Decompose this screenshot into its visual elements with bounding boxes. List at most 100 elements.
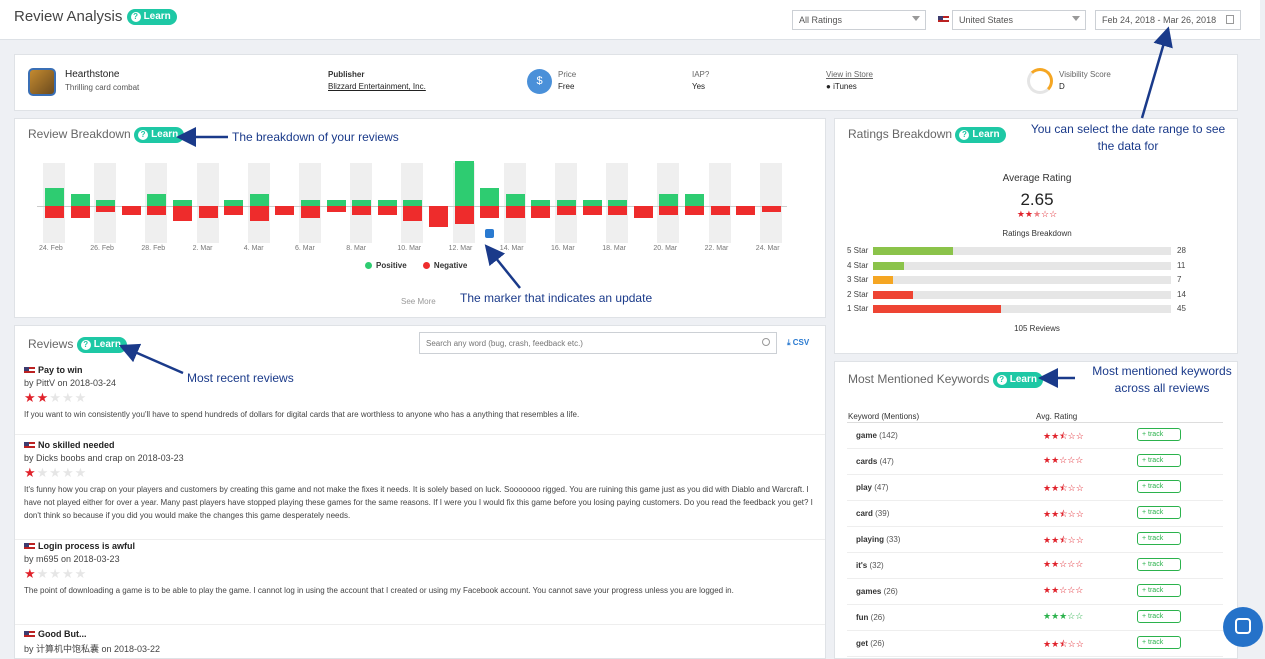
country-value: United States	[959, 15, 1014, 25]
arrow-date	[1140, 26, 1173, 119]
bar-negative[interactable]	[429, 206, 448, 227]
bar-positive[interactable]	[403, 200, 423, 206]
track-button[interactable]: + track	[1137, 506, 1181, 519]
bar-positive[interactable]	[45, 188, 64, 206]
bar-negative[interactable]	[147, 206, 167, 215]
bar-positive[interactable]	[301, 200, 320, 206]
bar-positive[interactable]	[352, 200, 372, 206]
review-author: by m695 on 2018-03-23	[24, 554, 120, 564]
bar-negative[interactable]	[505, 206, 525, 218]
review-breakdown-card: Review Breakdown ? Learn 24. Feb 26. Feb 28…	[14, 118, 826, 318]
bar-positive[interactable]	[70, 194, 90, 206]
bar-negative[interactable]	[761, 206, 781, 212]
bar-negative[interactable]	[45, 206, 64, 218]
bar-negative[interactable]	[582, 206, 602, 215]
bar-negative[interactable]	[659, 206, 679, 215]
arrow-reviews	[118, 343, 184, 375]
csv-button[interactable]: ⤓ CSV	[787, 338, 809, 348]
see-more-link[interactable]: See More	[401, 297, 436, 306]
track-button[interactable]: + track	[1137, 454, 1181, 467]
bar-negative[interactable]	[403, 206, 423, 221]
bar-positive[interactable]	[685, 194, 704, 206]
bar-positive[interactable]	[480, 188, 500, 206]
chat-button[interactable]	[1223, 607, 1263, 647]
app-name: Hearthstone	[65, 69, 120, 80]
bar-positive[interactable]	[557, 200, 576, 206]
learn-button[interactable]: ? Learn	[126, 9, 177, 26]
bar-negative[interactable]	[736, 206, 756, 215]
learn-button[interactable]: ? Learn	[955, 127, 1006, 143]
bar-negative[interactable]	[710, 206, 730, 215]
bar-negative[interactable]	[352, 206, 372, 215]
bar-negative[interactable]	[480, 206, 500, 218]
bar-negative[interactable]	[326, 206, 346, 212]
track-button[interactable]: + track	[1137, 558, 1181, 571]
visibility-block: Visibility Score D	[1059, 70, 1111, 91]
x-tick-label: 20. Mar	[653, 245, 678, 252]
keyword-rating-stars: ★★⯪☆☆	[1043, 431, 1084, 441]
bar-positive[interactable]	[582, 200, 602, 206]
track-button[interactable]: + track	[1137, 610, 1181, 623]
bar-negative[interactable]	[96, 206, 116, 212]
track-button[interactable]: + track	[1137, 532, 1181, 545]
bar-negative[interactable]	[633, 206, 653, 218]
review-search-input[interactable]	[420, 333, 750, 354]
ratings-filter-select[interactable]: All Ratings	[792, 10, 926, 30]
help-icon: ?	[996, 375, 1007, 385]
bar-positive[interactable]	[454, 161, 474, 206]
track-button[interactable]: + track	[1137, 636, 1181, 649]
x-tick-label: 28. Feb	[141, 245, 166, 252]
bar-negative[interactable]	[531, 206, 551, 218]
bar-positive[interactable]	[173, 200, 192, 206]
bar-positive[interactable]	[224, 200, 244, 206]
learn-button[interactable]: ? Learn	[134, 127, 185, 143]
bar-positive[interactable]	[505, 194, 525, 206]
track-button[interactable]: + track	[1137, 584, 1181, 597]
bar-negative[interactable]	[557, 206, 576, 215]
date-range-value: Feb 24, 2018 - Mar 26, 2018	[1102, 15, 1217, 25]
learn-button[interactable]: ? Learn	[992, 372, 1043, 388]
bar-negative[interactable]	[224, 206, 244, 215]
ratings-filter-value: All Ratings	[799, 15, 843, 25]
bar-negative[interactable]	[608, 206, 628, 215]
price-icon: $	[527, 69, 552, 94]
bar-positive[interactable]	[147, 194, 167, 206]
bar-positive[interactable]	[531, 200, 551, 206]
visibility-label: Visibility Score	[1059, 70, 1111, 79]
column-keyword: Keyword (Mentions)	[848, 412, 920, 421]
iap-value: Yes	[692, 82, 706, 91]
bar-negative[interactable]	[70, 206, 90, 218]
chart-band	[708, 163, 731, 243]
us-flag-icon	[24, 366, 35, 375]
legend-negative[interactable]: Negative	[433, 261, 468, 270]
annotation-date-range: You can select the date range to see the…	[1030, 122, 1226, 153]
bar-negative[interactable]	[249, 206, 269, 221]
bar-negative[interactable]	[173, 206, 192, 221]
update-marker-icon[interactable]	[485, 229, 495, 238]
bar-negative[interactable]	[275, 206, 295, 215]
bar-positive[interactable]	[608, 200, 628, 206]
track-button[interactable]: + track	[1137, 480, 1181, 493]
bar-negative[interactable]	[121, 206, 141, 215]
average-rating-value: 2.65	[1020, 190, 1054, 209]
bar-negative[interactable]	[377, 206, 397, 215]
reviews-card: Reviews ?Learn ⤓ CSV Pay to win by PittV…	[14, 325, 826, 659]
legend-positive[interactable]: Positive	[376, 261, 407, 270]
view-in-store-link[interactable]: View in Store	[826, 70, 873, 79]
bar-positive[interactable]	[96, 200, 116, 206]
bar-negative[interactable]	[198, 206, 218, 218]
divider	[847, 422, 1223, 423]
track-button[interactable]: + track	[1137, 428, 1181, 441]
bar-negative[interactable]	[685, 206, 704, 215]
bar-positive[interactable]	[326, 200, 346, 206]
bar-positive[interactable]	[249, 194, 269, 206]
review-search[interactable]	[419, 332, 777, 354]
learn-button[interactable]: ? Learn	[76, 337, 127, 353]
bar-positive[interactable]	[377, 200, 397, 206]
bar-negative[interactable]	[301, 206, 320, 218]
publisher-link[interactable]: Blizzard Entertainment, Inc.	[328, 82, 426, 91]
bar-negative[interactable]	[454, 206, 474, 224]
country-select[interactable]: United States	[952, 10, 1086, 30]
bar-positive[interactable]	[659, 194, 679, 206]
